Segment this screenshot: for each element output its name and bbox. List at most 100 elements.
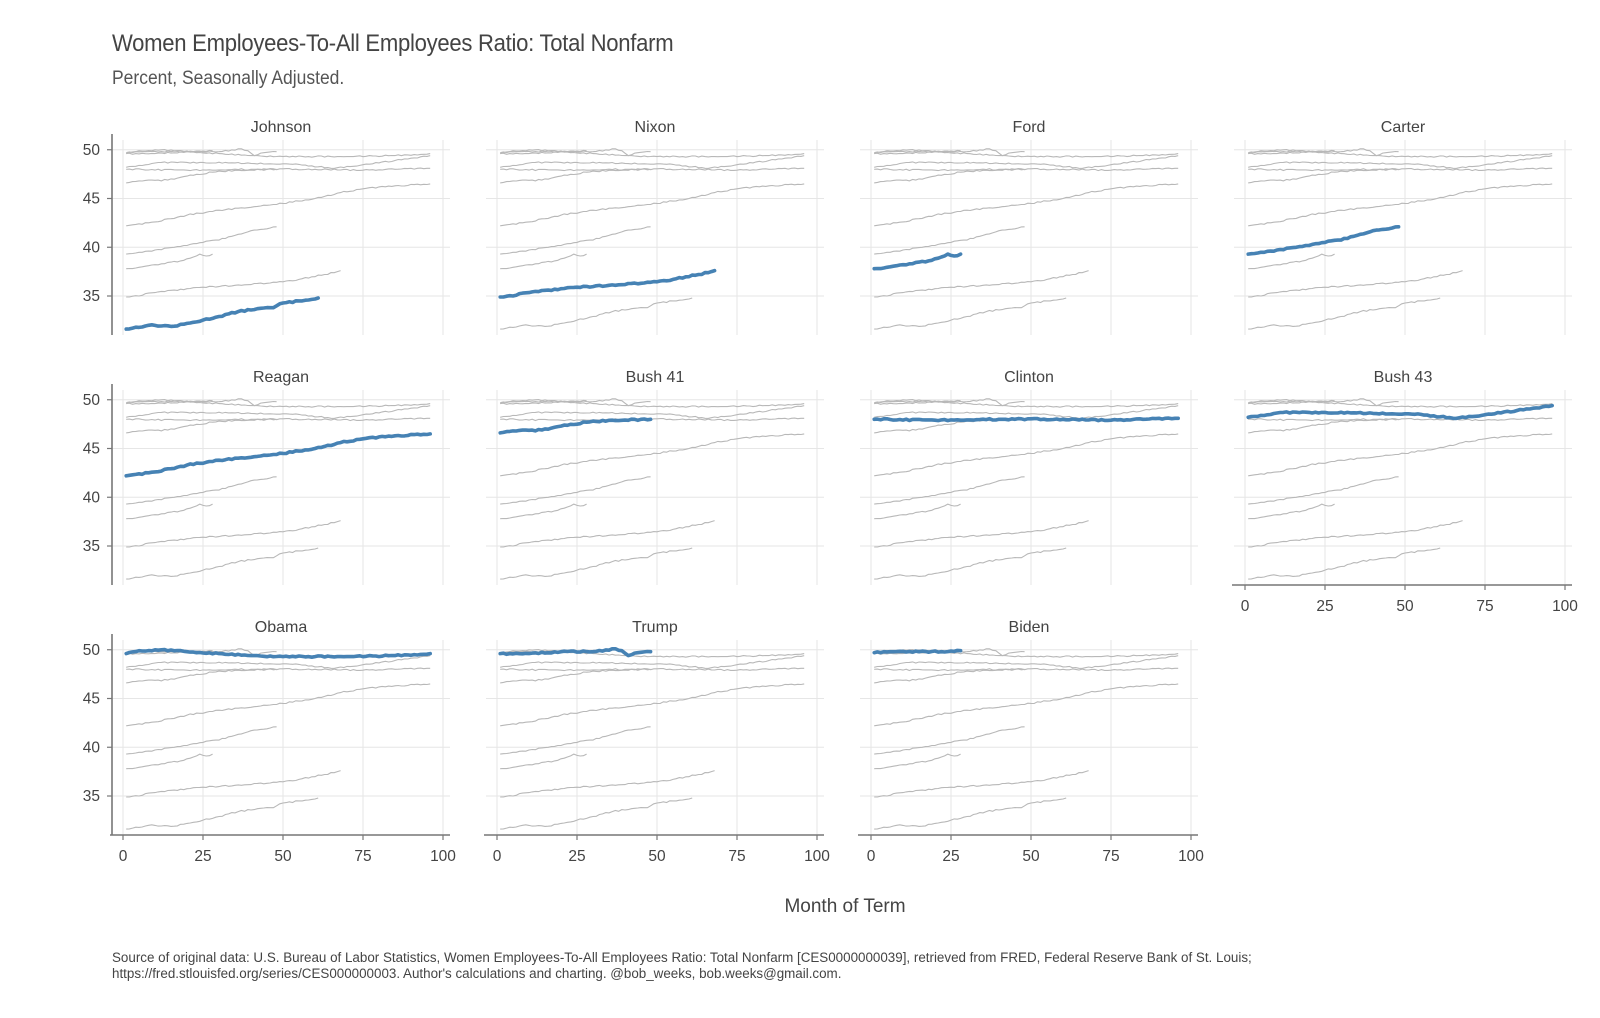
context-line-bush-41 [500, 668, 651, 684]
chart-subtitle: Percent, Seasonally Adjusted. [112, 68, 345, 89]
context-line-bush-43 [126, 155, 431, 169]
context-line-carter [874, 226, 1025, 255]
x-tick-label: 50 [274, 848, 292, 865]
context-line-ford [126, 253, 213, 270]
context-line-bush-41 [1248, 168, 1399, 184]
chart-title: Women Employees-To-All Employees Ratio: … [112, 30, 674, 57]
context-line-ford [1248, 503, 1335, 520]
context-line-biden [874, 149, 961, 154]
context-line-obama [126, 399, 431, 408]
context-line-obama [874, 399, 1179, 408]
highlight-line-reagan [124, 432, 432, 478]
context-line-clinton [874, 167, 1179, 172]
context-line-johnson [874, 797, 1067, 830]
context-line-carter [500, 476, 651, 505]
x-tick-label: 25 [568, 848, 585, 865]
facet-carter: Carter [1234, 119, 1572, 335]
context-line-biden [126, 149, 213, 154]
y-tick-label: 45 [83, 191, 100, 208]
context-line-clinton [126, 667, 431, 672]
context-line-nixon [1248, 520, 1463, 548]
x-tick-label: 0 [867, 848, 876, 865]
highlight-line-clinton [872, 416, 1180, 423]
x-tick-label: 0 [493, 848, 502, 865]
x-tick-label: 0 [119, 848, 128, 865]
context-line-obama [500, 149, 805, 158]
context-line-bush-41 [1248, 418, 1399, 434]
context-line-reagan [500, 433, 805, 477]
context-line-bush-43 [874, 655, 1179, 669]
caption-line-2: https://fred.stlouisfed.org/series/CES00… [112, 966, 842, 981]
highlight-line-nixon [498, 268, 717, 299]
context-line-johnson [1248, 297, 1441, 330]
context-line-nixon [500, 520, 715, 548]
facet-ford: Ford [860, 119, 1198, 335]
context-line-obama [500, 649, 805, 658]
context-line-biden [1248, 399, 1335, 404]
context-line-bush-41 [126, 418, 277, 434]
y-tick-label: 35 [83, 538, 100, 555]
context-line-bush-43 [126, 405, 431, 419]
context-line-carter [126, 726, 277, 755]
x-tick-label: 100 [430, 848, 456, 865]
context-line-obama [874, 149, 1179, 158]
facet-label: Ford [1013, 119, 1046, 136]
context-line-bush-43 [500, 655, 805, 669]
context-line-biden [874, 399, 961, 404]
context-line-johnson [126, 797, 319, 830]
facet-label: Biden [1009, 619, 1050, 636]
highlight-line-obama [124, 647, 432, 659]
context-line-clinton [1248, 167, 1553, 172]
context-line-carter [126, 476, 277, 505]
context-line-obama [1248, 149, 1553, 158]
context-line-reagan [500, 683, 805, 727]
context-line-nixon [126, 770, 341, 798]
highlight-line-bush-41 [498, 417, 653, 435]
context-line-biden [500, 399, 587, 404]
facet-label: Clinton [1004, 369, 1054, 386]
context-line-bush-43 [1248, 155, 1553, 169]
facet-trump: Trump 0 25 50 75 100 [484, 619, 830, 865]
context-line-carter [126, 226, 277, 255]
context-line-clinton [500, 667, 805, 672]
facet-label: Carter [1381, 119, 1426, 136]
context-line-nixon [874, 770, 1089, 798]
facet-label: Trump [632, 619, 678, 636]
context-line-clinton [1248, 417, 1553, 422]
y-tick-label: 40 [83, 739, 101, 756]
context-line-reagan [126, 183, 431, 227]
x-tick-label: 75 [728, 848, 745, 865]
context-line-obama [500, 399, 805, 408]
facet-label: Johnson [251, 119, 312, 136]
context-line-ford [874, 503, 961, 520]
source-caption: Source of original data: U.S. Bureau of … [112, 950, 1572, 982]
context-line-bush-43 [500, 405, 805, 419]
context-line-bush-43 [126, 655, 431, 669]
context-line-reagan [500, 183, 805, 227]
facet-label: Obama [255, 619, 308, 636]
x-tick-label: 75 [1102, 848, 1119, 865]
x-tick-label: 100 [1178, 848, 1204, 865]
context-line-johnson [500, 297, 693, 330]
context-line-clinton [500, 167, 805, 172]
context-line-clinton [126, 167, 431, 172]
x-axis-label: Month of Term [784, 896, 906, 917]
context-line-ford [500, 253, 587, 270]
context-line-reagan [874, 433, 1179, 477]
context-line-bush-41 [500, 168, 651, 184]
highlight-line-carter [1246, 225, 1401, 256]
context-line-ford [500, 503, 587, 520]
facet-label: Bush 41 [626, 369, 685, 386]
y-tick-label: 35 [83, 288, 100, 305]
y-tick-label: 50 [83, 392, 101, 409]
x-tick-label: 25 [1316, 598, 1333, 615]
facet-bush-43: Bush 43 0 25 50 75 100 [1232, 369, 1578, 615]
y-tick-label: 50 [83, 142, 101, 159]
facet-label: Bush 43 [1374, 369, 1433, 386]
context-line-ford [874, 753, 961, 770]
caption-line-1: Source of original data: U.S. Bureau of … [112, 950, 1252, 965]
x-tick-label: 100 [804, 848, 830, 865]
context-line-ford [1248, 253, 1335, 270]
context-line-reagan [126, 683, 431, 727]
facet-johnson: Johnson 35 40 45 50 [83, 119, 450, 335]
